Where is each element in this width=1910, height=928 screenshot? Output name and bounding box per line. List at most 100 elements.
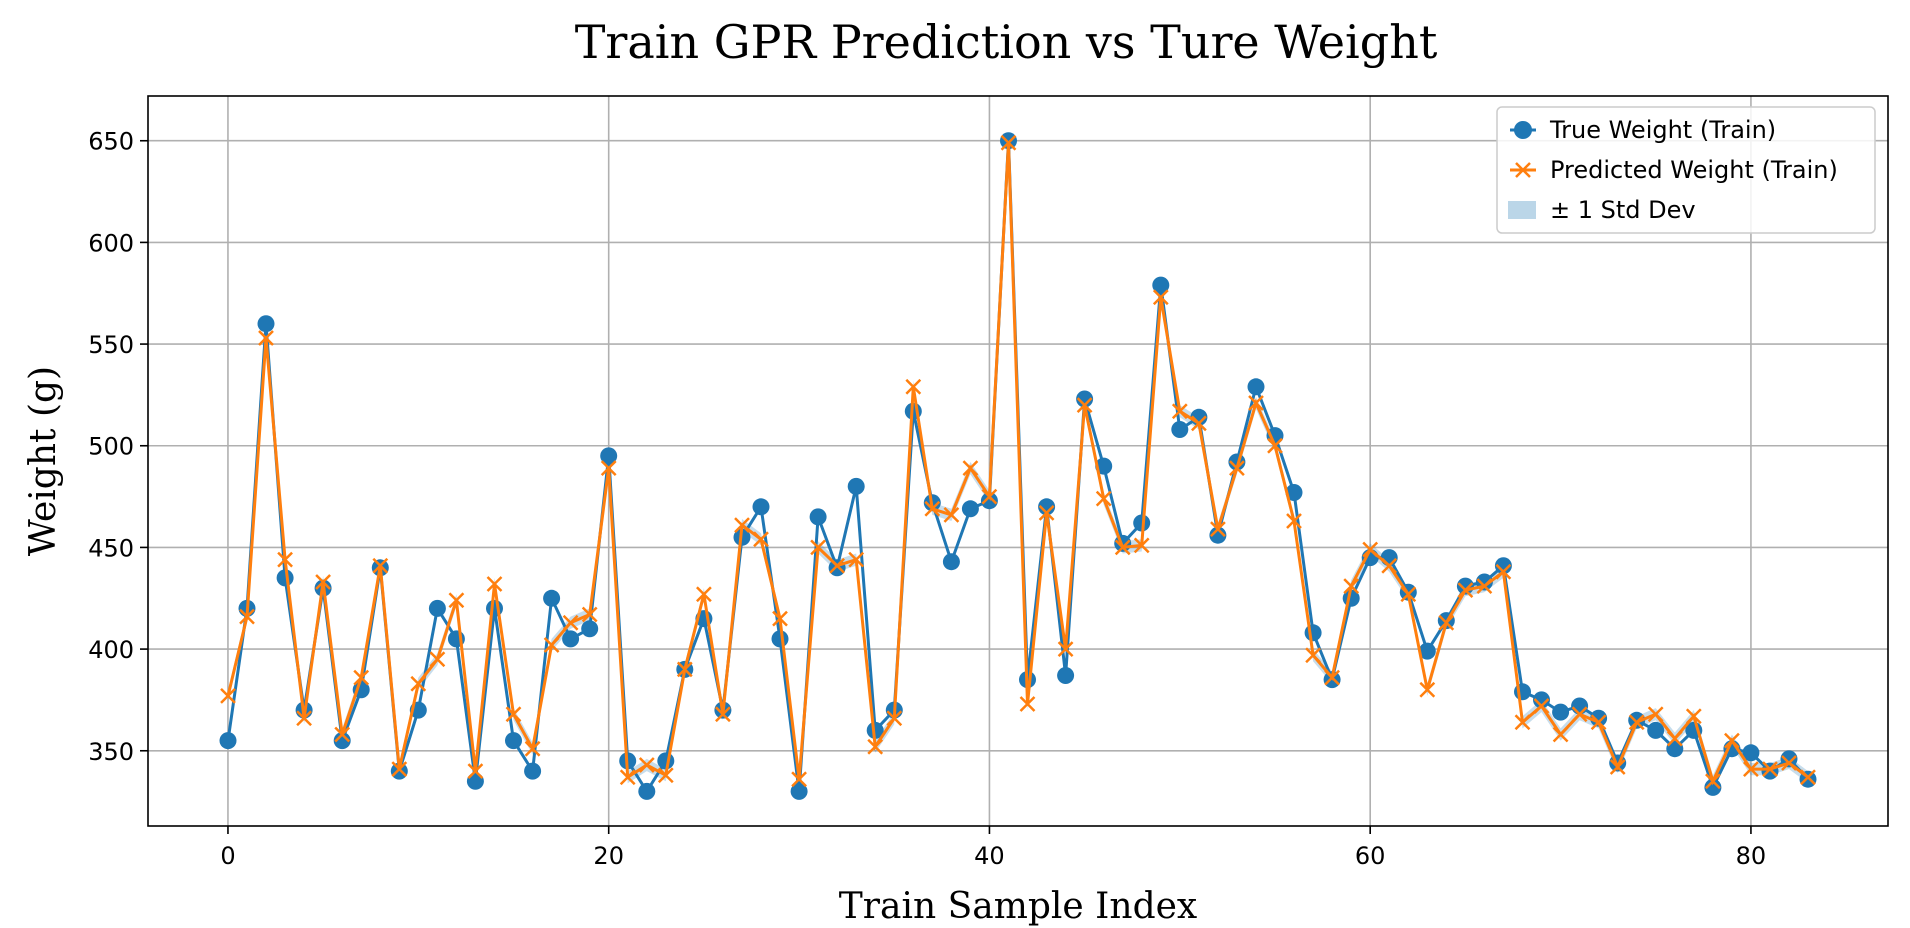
x-tick-label: 60 <box>1355 842 1386 870</box>
predicted-weight-point <box>467 763 484 779</box>
predicted-weight-point <box>1400 586 1417 603</box>
predicted-weight-point <box>886 710 903 727</box>
predicted-weight-point <box>543 637 560 653</box>
predicted-weight-point <box>676 661 693 678</box>
predicted-weight-point <box>1038 505 1055 521</box>
true-weight-point <box>1418 642 1436 660</box>
predicted-weight-point <box>1095 490 1112 507</box>
x-tick-label: 40 <box>974 842 1005 870</box>
true-weight-point <box>257 315 275 333</box>
x-tick-label: 0 <box>220 842 235 870</box>
predicted-weight-point <box>1609 759 1626 775</box>
true-weight-point <box>638 782 656 800</box>
series-layer <box>219 132 1817 800</box>
true-weight-point <box>333 732 351 750</box>
true-weight-point <box>1761 762 1779 780</box>
y-axis-label: Weight (g) <box>23 366 64 556</box>
true-weight-point <box>543 589 561 607</box>
true-weight-point <box>1571 697 1589 715</box>
predicted-weight-point <box>1133 537 1150 554</box>
predicted-weight-point <box>1457 582 1474 598</box>
true-weight-point <box>1171 421 1189 438</box>
predicted-weight-point <box>905 378 922 395</box>
predicted-weight-point <box>1514 714 1531 731</box>
predicted-weight-point <box>1438 614 1455 631</box>
true-weight-point <box>1628 711 1646 729</box>
predicted-weight-point <box>1743 761 1759 777</box>
predicted-weight-point <box>372 557 389 574</box>
predicted-weight-point <box>505 706 522 723</box>
predicted-weight-point <box>1286 513 1302 529</box>
predicted-weight-point <box>410 675 427 692</box>
predicted-weight-point <box>524 740 541 757</box>
predicted-weight-point <box>791 771 807 788</box>
predicted-weight-point <box>1076 397 1093 413</box>
predicted-weight-point <box>315 574 331 590</box>
predicted-weight-point <box>296 710 312 727</box>
true-weight-point <box>219 732 237 750</box>
predicted-weight-point <box>1248 395 1264 411</box>
predicted-weight-point <box>810 539 826 556</box>
true-weight-point <box>1000 132 1017 150</box>
legend-box <box>1496 106 1876 234</box>
true-weight-point <box>505 732 522 750</box>
legend-predicted-marker <box>1515 162 1531 178</box>
predicted-weight-point <box>848 551 865 568</box>
predicted-weight-point <box>1152 289 1169 306</box>
predicted-weight-point <box>1343 578 1360 594</box>
true-weight-point <box>980 492 998 510</box>
predicted-weight-point <box>600 460 617 476</box>
x-ticks: 0 20 40 60 80 <box>220 826 1766 870</box>
true-weight-point <box>752 498 770 516</box>
predicted-weight-point <box>1324 669 1340 686</box>
predicted-weight-point <box>391 761 408 777</box>
predicted-weight-point <box>277 551 293 568</box>
predicted-weight-point <box>1800 769 1816 786</box>
true-weight-point <box>486 599 503 617</box>
std-dev-band <box>228 136 1808 788</box>
predicted-weight-point <box>1305 647 1321 664</box>
true-weight-point <box>1285 484 1303 501</box>
predicted-weight-point <box>1000 134 1017 151</box>
predicted-weight-point <box>1476 578 1493 594</box>
predicted-weight-point <box>1705 773 1721 790</box>
predicted-weight-point <box>1210 521 1226 537</box>
true-weight-point <box>562 630 580 648</box>
x-axis-label: Train Sample Index <box>839 886 1197 927</box>
legend: True Weight (Train) Predicted Weight (Tr… <box>1496 106 1876 234</box>
predicted-weight-point <box>1685 708 1702 725</box>
predicted-weight-point <box>448 592 465 609</box>
predicted-weight-point <box>1628 714 1645 731</box>
true-weight-point <box>1742 744 1760 762</box>
x-tick-label: 80 <box>1736 842 1767 870</box>
predicted-weight-point <box>962 460 979 476</box>
y-tick-label: 350 <box>88 738 134 766</box>
plot-frame <box>147 95 1889 827</box>
predicted-weight-point <box>581 606 598 623</box>
predicted-weight-point <box>1647 706 1664 723</box>
true-weight-point <box>1704 778 1722 796</box>
true-weight-point <box>866 721 884 739</box>
true-weight-point <box>1057 667 1075 684</box>
legend-entry-true: True Weight (Train) <box>1510 116 1776 144</box>
true-weight-point <box>809 508 827 526</box>
true-weight-point <box>1494 557 1512 575</box>
true-weight-point <box>1247 378 1265 396</box>
true-weight-point <box>581 620 599 638</box>
predicted-weight-point <box>1495 563 1512 580</box>
predicted-weight-point <box>1590 714 1607 731</box>
true-weight-point <box>1647 721 1665 739</box>
true-weight-point <box>1533 691 1550 709</box>
predicted-weight-point <box>1267 437 1283 454</box>
predicted-weight-point <box>562 614 579 631</box>
predicted-weight-point <box>1419 681 1436 698</box>
predicted-weight-point <box>772 610 788 627</box>
predicted-weight-point <box>334 726 351 743</box>
true-weight-point <box>1152 276 1170 294</box>
predicted-weight-point <box>619 769 636 786</box>
true-weight-point <box>942 553 960 571</box>
predicted-weight-point <box>734 517 750 533</box>
predicted-weight-point <box>1362 541 1379 558</box>
true-weight-point <box>1552 703 1570 721</box>
predicted-weight-point <box>1781 755 1797 771</box>
